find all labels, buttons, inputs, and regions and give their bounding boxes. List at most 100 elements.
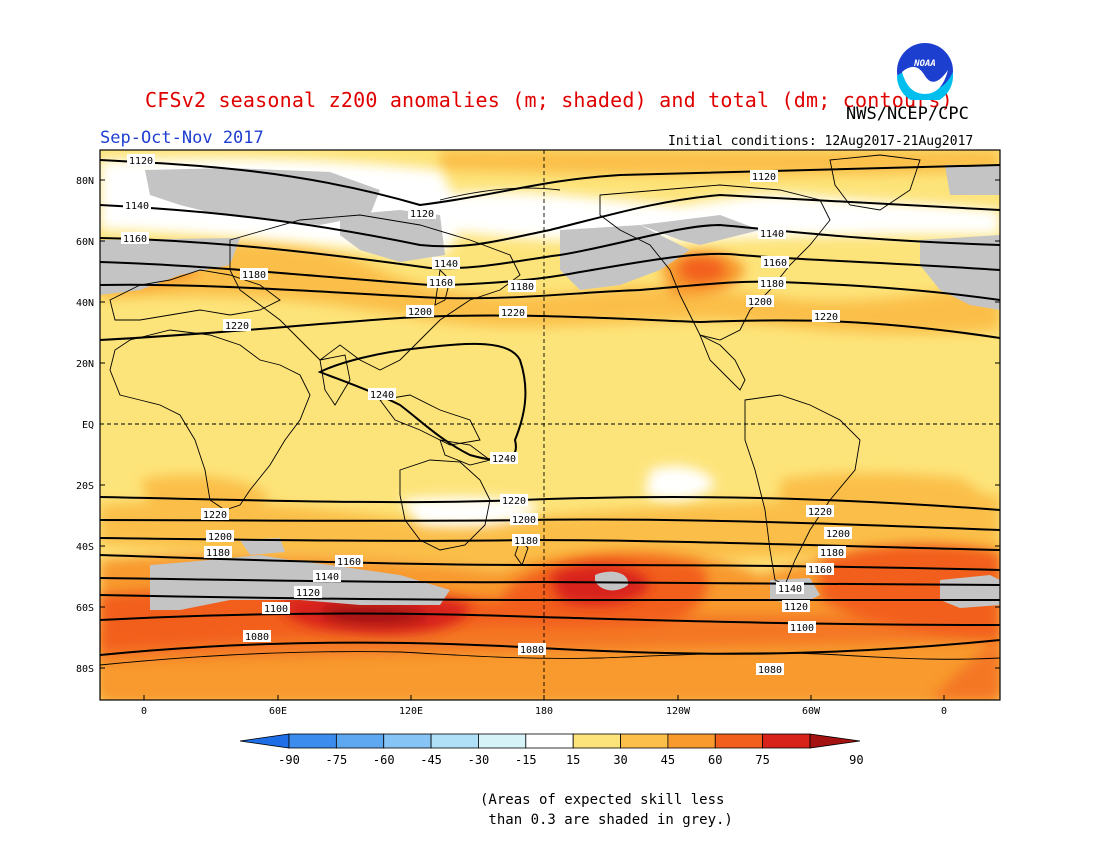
contour-label: 1140 bbox=[776, 582, 804, 595]
lat-label: 80S bbox=[76, 664, 94, 675]
svg-text:1180: 1180 bbox=[514, 536, 538, 547]
lat-label: 60S bbox=[76, 603, 94, 614]
contour-label: 1180 bbox=[240, 268, 268, 281]
svg-text:1160: 1160 bbox=[429, 278, 453, 289]
agency-label: NWS/NCEP/CPC bbox=[846, 104, 969, 124]
colorbar-box bbox=[430, 733, 479, 749]
svg-text:1160: 1160 bbox=[808, 565, 832, 576]
svg-text:1180: 1180 bbox=[510, 282, 534, 293]
svg-text:1220: 1220 bbox=[225, 321, 249, 332]
contour-label: 1120 bbox=[294, 586, 322, 599]
anomaly-30-45-nh bbox=[100, 239, 1000, 335]
coastlines bbox=[100, 154, 1000, 666]
anomaly-90-core bbox=[320, 604, 430, 626]
lon-label: 60E bbox=[269, 706, 287, 717]
lon-label: 180 bbox=[535, 706, 553, 717]
svg-text:1180: 1180 bbox=[206, 548, 230, 559]
contour-label: 1140 bbox=[313, 570, 341, 583]
colorbar-tick-label: 75 bbox=[755, 753, 769, 767]
footnote-line-2: than 0.3 are shaded in grey.) bbox=[480, 812, 733, 828]
reference-lines bbox=[100, 150, 1000, 700]
contour-label: 1220 bbox=[812, 310, 840, 323]
contour-label: 1140 bbox=[758, 227, 786, 240]
svg-text:1160: 1160 bbox=[337, 557, 361, 568]
contour-label: 1220 bbox=[223, 319, 251, 332]
latitude-axis: 80N 60N 40N 20N EQ 20S 40S 60S 80S bbox=[76, 176, 1000, 675]
contour-label: 1100 bbox=[262, 602, 290, 615]
colorbar-box bbox=[667, 733, 716, 749]
map-frame bbox=[99, 149, 1001, 701]
contour-label: 1200 bbox=[510, 513, 538, 526]
lon-label: 60W bbox=[802, 706, 821, 717]
svg-text:1080: 1080 bbox=[520, 645, 544, 656]
svg-text:1220: 1220 bbox=[203, 510, 227, 521]
season-label: Sep-Oct-Nov 2017 bbox=[100, 128, 264, 148]
contour-label: 1120 bbox=[127, 154, 155, 167]
contour-label: 1120 bbox=[408, 207, 436, 220]
svg-text:1180: 1180 bbox=[760, 279, 784, 290]
colorbar-tick-label: 90 bbox=[849, 753, 863, 767]
contour-label: 1200 bbox=[746, 295, 774, 308]
svg-text:1180: 1180 bbox=[820, 548, 844, 559]
lat-label: 40N bbox=[76, 298, 94, 309]
colorbar: -90 -75 -60 -45 -30 -15 15 30 45 60 75 90 bbox=[239, 733, 864, 767]
contour-label: 1160 bbox=[806, 563, 834, 576]
svg-text:1080: 1080 bbox=[758, 665, 782, 676]
contour-label: 1180 bbox=[508, 280, 536, 293]
contour-label: 1160 bbox=[761, 256, 789, 269]
colorbar-box bbox=[383, 733, 432, 749]
contour-label: 1120 bbox=[782, 600, 810, 613]
svg-text:1140: 1140 bbox=[778, 584, 802, 595]
svg-text:1220: 1220 bbox=[808, 507, 832, 518]
svg-text:1120: 1120 bbox=[129, 156, 153, 167]
neutral-south-pacific bbox=[645, 465, 715, 501]
contour-label: 1180 bbox=[818, 546, 846, 559]
contour-labels: 1120 1140 1160 1180 1220 1120 1140 1160 … bbox=[121, 154, 852, 676]
anomaly-60-75-na bbox=[680, 257, 726, 283]
initial-conditions-label: Initial conditions: 12Aug2017-21Aug2017 bbox=[668, 134, 974, 149]
svg-text:1240: 1240 bbox=[492, 454, 516, 465]
contour-label: 1120 bbox=[750, 170, 778, 183]
svg-text:1120: 1120 bbox=[784, 602, 808, 613]
contour-label: 1160 bbox=[121, 232, 149, 245]
colorbar-tick-label: -30 bbox=[468, 753, 490, 767]
lat-label: 40S bbox=[76, 542, 94, 553]
lon-label: 0 bbox=[941, 706, 947, 717]
contour-label: 1180 bbox=[204, 546, 232, 559]
contour-label: 1080 bbox=[756, 663, 784, 676]
lat-label: 20N bbox=[76, 359, 94, 370]
colorbar-box bbox=[762, 733, 811, 749]
contour-label: 1220 bbox=[500, 494, 528, 507]
contour-label: 1080 bbox=[243, 630, 271, 643]
skill-footnote: (Areas of expected skill less than 0.3 a… bbox=[480, 790, 733, 830]
noaa-logo: NOAA bbox=[897, 43, 953, 100]
contour-label: 1220 bbox=[499, 306, 527, 319]
svg-text:1140: 1140 bbox=[315, 572, 339, 583]
svg-text:1120: 1120 bbox=[296, 588, 320, 599]
lon-label: 120E bbox=[399, 706, 423, 717]
contour-label: 1180 bbox=[758, 277, 786, 290]
colorbar-box bbox=[620, 733, 669, 749]
colorbar-tick-label: -60 bbox=[373, 753, 395, 767]
contour-label: 1220 bbox=[201, 508, 229, 521]
shaded-anomalies bbox=[100, 150, 1000, 700]
lat-label: 80N bbox=[76, 176, 94, 187]
svg-text:1140: 1140 bbox=[125, 201, 149, 212]
svg-text:1200: 1200 bbox=[826, 529, 850, 540]
lat-label: EQ bbox=[82, 420, 94, 431]
svg-text:1180: 1180 bbox=[242, 270, 266, 281]
svg-text:1200: 1200 bbox=[748, 297, 772, 308]
colorbar-arrow-left bbox=[239, 733, 290, 749]
svg-text:1200: 1200 bbox=[512, 515, 536, 526]
contour-label: 1140 bbox=[123, 199, 151, 212]
contour-label: 1240 bbox=[368, 388, 396, 401]
contour-label: 1160 bbox=[427, 276, 455, 289]
colorbar-box bbox=[572, 733, 621, 749]
colorbar-tick-label: 60 bbox=[708, 753, 722, 767]
noaa-logo-text: NOAA bbox=[913, 59, 936, 69]
contour-label: 1220 bbox=[806, 505, 834, 518]
colorbar-tick-label: 15 bbox=[566, 753, 580, 767]
colorbar-tick-label: 30 bbox=[613, 753, 627, 767]
contour-label: 1200 bbox=[824, 527, 852, 540]
